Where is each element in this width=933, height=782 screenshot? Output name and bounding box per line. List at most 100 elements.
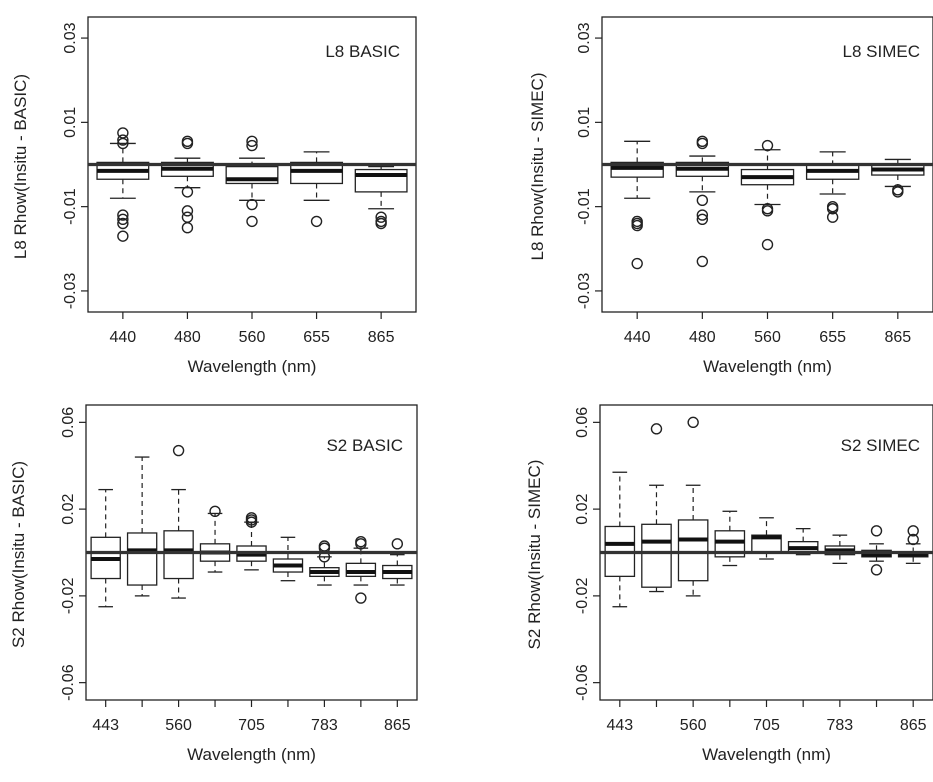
- box-body: [163, 530, 194, 580]
- outlier-point: [181, 137, 194, 150]
- x-tick-label: 865: [884, 329, 911, 346]
- outlier-point: [246, 215, 258, 228]
- outlier-point: [246, 198, 258, 211]
- x-axis-title: Wavelength (nm): [702, 745, 831, 764]
- outlier-point: [117, 137, 129, 150]
- outlier-point: [391, 538, 404, 550]
- x-tick-label: 440: [624, 329, 651, 346]
- x-tick-label: 480: [174, 329, 201, 346]
- x-tick-label: 865: [368, 329, 395, 346]
- outlier-point: [870, 564, 883, 576]
- x-tick-label: 705: [753, 717, 780, 734]
- panel-1: -0.03 -0.01 0.01 0.03 440 480 560 655 865 Wavelen…: [11, 16, 417, 376]
- box-865: [382, 538, 413, 586]
- outlier-point: [246, 139, 258, 152]
- x-tick-label: 783: [826, 717, 853, 734]
- outlier-point: [687, 416, 699, 429]
- box-865: [354, 165, 408, 230]
- x-tick-label: 560: [239, 329, 266, 346]
- panel-title: L8 SIMEC: [843, 42, 920, 61]
- outlier-point: [650, 423, 663, 435]
- box-842: [861, 525, 892, 576]
- outlier-point: [310, 215, 323, 228]
- box-body: [345, 562, 377, 578]
- x-tick-label: 560: [680, 717, 707, 734]
- box-body: [290, 161, 344, 185]
- outlier-point: [117, 217, 129, 230]
- outlier-point: [761, 139, 774, 152]
- y-tick-label: -0.01: [62, 188, 79, 225]
- box-740: [272, 536, 304, 582]
- x-tick-label: 443: [606, 717, 633, 734]
- outlier-point: [245, 516, 258, 528]
- panel-3: -0.06 -0.02 0.02 0.06 443 560 705 783 865 Wavelen…: [9, 404, 418, 764]
- box-665: [714, 510, 746, 567]
- outlier-point: [181, 222, 194, 234]
- outlier-point: [117, 134, 129, 146]
- box-body: [354, 168, 408, 193]
- outlier-point: [631, 219, 643, 232]
- box-842: [345, 535, 377, 604]
- outlier-point: [181, 211, 194, 223]
- box-443: [604, 471, 636, 608]
- box-560: [740, 139, 795, 251]
- outlier-point: [907, 525, 919, 537]
- panel-title: S2 SIMEC: [841, 436, 920, 455]
- panel-2: -0.03 -0.01 0.01 0.03 440 480 560 655 865 Wavelen…: [528, 16, 933, 376]
- panel-title: S2 BASIC: [326, 436, 403, 455]
- outlier-point: [246, 135, 258, 148]
- box-783: [309, 540, 340, 586]
- y-tick-label: -0.03: [576, 273, 593, 310]
- outlier-point: [826, 211, 839, 223]
- outlier-point: [696, 194, 709, 207]
- box-740: [787, 527, 819, 556]
- box-560: [677, 416, 709, 597]
- outlier-point: [355, 592, 367, 604]
- outlier-point: [631, 257, 643, 270]
- y-tick-label: 0.06: [574, 407, 591, 438]
- outlier-point: [117, 230, 129, 242]
- outlier-point: [172, 444, 185, 457]
- outlier-point: [181, 205, 194, 217]
- y-tick-label: 0.03: [62, 22, 79, 53]
- y-tick-label: 0.03: [576, 22, 593, 53]
- x-tick-label: 705: [238, 717, 265, 734]
- y-tick-label: -0.02: [60, 578, 77, 615]
- box-443: [90, 488, 121, 608]
- panel-4: -0.06 -0.02 0.02 0.06 443 560 705 783 865 Wavelen…: [525, 404, 933, 764]
- outlier-point: [375, 211, 387, 223]
- box-480: [675, 135, 730, 268]
- box-783: [824, 534, 856, 564]
- x-axis-title: Wavelength (nm): [187, 745, 316, 764]
- y-tick-label: 0.01: [576, 107, 593, 138]
- outlier-point: [375, 217, 387, 230]
- outlier-point: [117, 209, 129, 221]
- y-tick-label: 0.02: [574, 493, 591, 524]
- outlier-point: [826, 203, 839, 215]
- box-865: [897, 525, 929, 564]
- y-axis-title: S2 Rhow(Insitu - SIMEC): [525, 460, 544, 650]
- x-tick-label: 480: [689, 329, 716, 346]
- x-tick-label: 655: [819, 329, 846, 346]
- outlier-point: [209, 505, 221, 517]
- box-490: [126, 456, 158, 597]
- x-axis-title: Wavelength (nm): [703, 357, 832, 376]
- y-tick-label: -0.02: [574, 578, 591, 615]
- box-655: [805, 151, 860, 223]
- box-705: [236, 512, 267, 571]
- outlier-point: [181, 186, 194, 198]
- x-tick-label: 865: [384, 717, 411, 734]
- y-tick-label: -0.03: [62, 273, 79, 310]
- x-axis-title: Wavelength (nm): [188, 357, 317, 376]
- outlier-point: [761, 238, 774, 251]
- box-480: [160, 135, 214, 234]
- box-body: [641, 523, 672, 588]
- y-axis-title: S2 Rhow(Insitu - BASIC): [9, 461, 28, 648]
- box-655: [290, 151, 344, 228]
- box-440: [610, 140, 664, 270]
- y-tick-label: 0.02: [60, 493, 77, 524]
- box-490: [641, 423, 672, 593]
- x-tick-label: 443: [92, 717, 119, 734]
- y-axis-title: L8 Rhow(Insitu - BASIC): [11, 74, 30, 259]
- box-body: [677, 519, 709, 582]
